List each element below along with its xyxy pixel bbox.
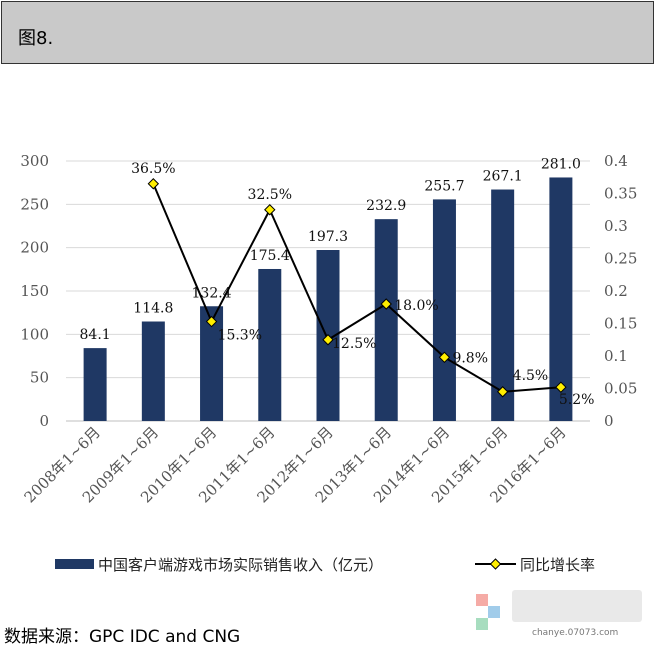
- legend-label-revenue: 中国客户端游戏市场实际销售收入（亿元）: [98, 556, 383, 574]
- legend-swatch-marker: [489, 558, 502, 570]
- right-tick-label: 0.4: [604, 152, 628, 170]
- growth-rate-label: 5.2%: [559, 392, 595, 408]
- legend-label-growth: 同比增长率: [520, 556, 595, 574]
- category-axis: 2008年1~6月2009年1~6月2010年1~6月2011年1~6月2012…: [21, 423, 570, 506]
- left-tick-label: 250: [20, 195, 49, 213]
- left-tick-label: 200: [20, 239, 49, 257]
- left-tick-label: 150: [20, 282, 49, 300]
- growth-rate-point: [322, 334, 334, 346]
- left-tick-label: 0: [39, 412, 49, 430]
- figure-title: 图8.: [18, 28, 54, 49]
- bar-value-label: 114.8: [133, 301, 173, 317]
- right-tick-label: 0.2: [604, 282, 628, 300]
- legend-swatch-bar: [55, 559, 94, 569]
- left-tick-label: 100: [20, 325, 49, 343]
- bar: [491, 189, 515, 421]
- left-tick-label: 300: [20, 152, 49, 170]
- bar: [374, 219, 398, 421]
- left-tick-label: 50: [30, 369, 49, 387]
- growth-rate-line: [152, 183, 561, 393]
- chart: 0 50 100 150 200 250 300 0 0.05 0.1 0.15 0.2 0.25 0.…: [20, 152, 637, 574]
- growth-rate-label: 4.5%: [513, 368, 549, 384]
- bar-value-label: 197.3: [308, 229, 348, 245]
- right-tick-label: 0.25: [604, 250, 637, 268]
- bar-value-label: 281.0: [541, 156, 581, 172]
- watermark-url: chanye.07073.com: [532, 628, 619, 638]
- growth-rate-point: [264, 204, 276, 216]
- growth-rate-label: 36.5%: [131, 161, 175, 177]
- right-tick-label: 0.3: [604, 217, 628, 235]
- growth-rate-label: 32.5%: [248, 187, 292, 203]
- right-tick-label: 0: [604, 412, 614, 430]
- bar-value-label: 267.1: [483, 169, 523, 185]
- bar: [432, 199, 456, 421]
- bar-value-label: 255.7: [424, 178, 464, 194]
- growth-rate-point: [380, 298, 392, 310]
- growth-rate-point: [438, 351, 451, 364]
- watermark-logo: chanye.07073.com: [470, 580, 650, 640]
- growth-rate-point: [555, 381, 567, 393]
- bar-value-label: 84.1: [80, 327, 111, 343]
- line-series: 36.5% 15.3% 32.5% 12.5% 18.0% 9.8% 4.5% 5.2%: [131, 161, 594, 408]
- growth-rate-point: [496, 386, 509, 398]
- growth-rate-label: 18.0%: [394, 298, 438, 314]
- growth-rate-label: 12.5%: [332, 336, 376, 352]
- right-tick-label: 0.15: [604, 315, 637, 333]
- growth-rate-label: 15.3%: [218, 328, 262, 344]
- growth-rate-label: 9.8%: [452, 350, 488, 366]
- bar: [141, 321, 165, 421]
- bar: [200, 306, 224, 421]
- figure-header: 图8.: [1, 1, 654, 64]
- right-axis: 0 0.05 0.1 0.15 0.2 0.25 0.3 0.35 0.4: [604, 152, 637, 430]
- left-axis: 0 50 100 150 200 250 300: [20, 152, 49, 430]
- legend: 中国客户端游戏市场实际销售收入（亿元） 同比增长率: [55, 556, 595, 574]
- data-source-note: 数据来源：GPC IDC and CNG: [4, 627, 241, 647]
- bar: [549, 177, 573, 421]
- bar-value-label: 232.9: [366, 198, 406, 214]
- right-tick-label: 0.05: [604, 380, 637, 398]
- bar-series: 84.1114.8132.4175.4197.3232.9255.7267.12…: [80, 156, 581, 421]
- right-tick-label: 0.35: [604, 185, 637, 203]
- bar-value-label: 175.4: [250, 248, 290, 264]
- growth-rate-point: [147, 178, 160, 190]
- right-tick-label: 0.1: [604, 347, 628, 365]
- growth-rate-point: [205, 315, 218, 328]
- bar: [258, 268, 282, 421]
- bar: [83, 348, 107, 421]
